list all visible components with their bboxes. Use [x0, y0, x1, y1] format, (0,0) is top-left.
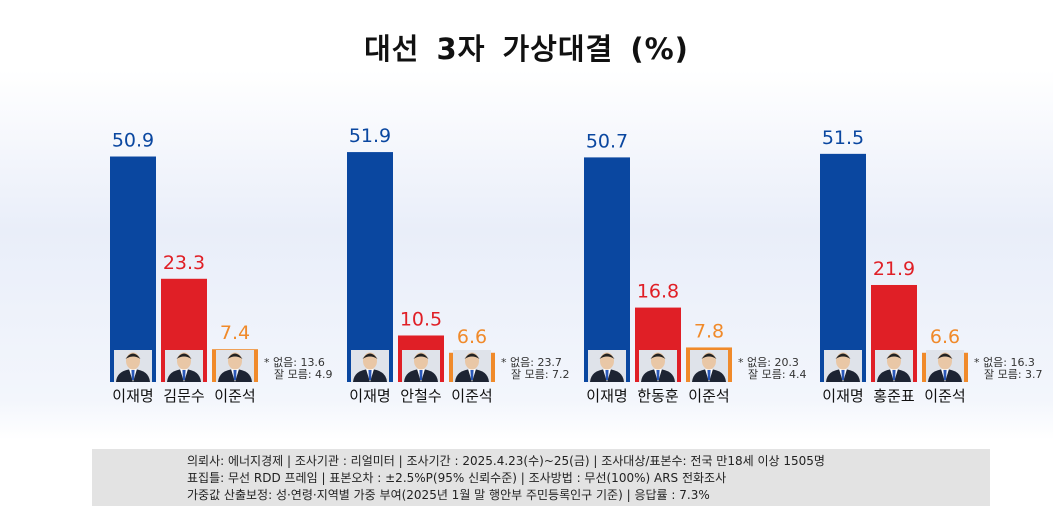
bar-value-label: 50.9 — [112, 130, 154, 152]
candidate-photo — [875, 350, 913, 382]
footer-line-3: 가중값 산출보정: 성·연령·지역별 가중 부여(2025년 1월 말 행안부 … — [187, 488, 710, 502]
portrait-hair — [464, 353, 480, 359]
candidate-photo — [926, 350, 964, 382]
candidate-photo — [351, 350, 389, 382]
note-none: * 없음: 23.7 — [501, 356, 562, 369]
portrait-hair — [176, 353, 192, 359]
bar-value-label: 23.3 — [163, 252, 205, 274]
note-dont-know: 잘 모름: 4.9 — [274, 368, 333, 381]
portrait-tie — [470, 370, 474, 380]
candidate-name: 이준석 — [924, 387, 965, 405]
footer-line-1: 의뢰사: 에너지경제 | 조사기관 : 리얼미터 | 조사기간 : 2025.4… — [187, 454, 825, 468]
candidate-name: 이준석 — [688, 387, 729, 405]
bar-1 — [820, 153, 866, 382]
portrait-hair — [650, 353, 666, 359]
portrait-tie — [707, 370, 711, 380]
candidate-name: 이준석 — [451, 387, 492, 405]
bar-value-label: 51.5 — [822, 127, 864, 149]
candidate-photo — [453, 350, 491, 382]
candidate-photo — [402, 350, 440, 382]
bar-value-label: 16.8 — [637, 281, 679, 303]
candidate-name: 이재명 — [349, 387, 390, 405]
candidate-name: 한동훈 — [637, 387, 678, 405]
bar-value-label: 7.4 — [220, 322, 250, 344]
portrait-hair — [937, 353, 953, 359]
bar-value-label: 21.9 — [873, 258, 915, 280]
candidate-photo — [114, 350, 152, 382]
candidate-name: 김문수 — [163, 387, 204, 405]
bar-group-2: 51.9 이재명 10.5 안철수 6.6 이준석 * 없음: 23.7잘 모름: 7.2 — [347, 125, 570, 405]
portrait-hair — [125, 353, 141, 359]
bar-value-label: 50.7 — [586, 130, 628, 152]
bar-value-label: 51.9 — [349, 125, 391, 147]
bar-value-label: 7.8 — [694, 320, 724, 342]
portrait-tie — [841, 370, 845, 380]
candidate-name: 이준석 — [214, 387, 255, 405]
bar-group-1: 50.9 이재명 23.3 김문수 7.4 이준석 * 없음: 13.6잘 모름: 4.9 — [110, 130, 333, 405]
survey-info-footer: 의뢰사: 에너지경제 | 조사기관 : 리얼미터 | 조사기간 : 2025.4… — [92, 449, 990, 506]
candidate-photo — [588, 350, 626, 382]
bar-1 — [347, 152, 393, 382]
note-dont-know: 잘 모름: 3.7 — [984, 368, 1043, 381]
bar-1 — [110, 156, 156, 382]
candidate-name: 이재명 — [112, 387, 153, 405]
candidate-photo — [639, 350, 677, 382]
portrait-hair — [701, 353, 717, 359]
note-none: * 없음: 16.3 — [974, 356, 1035, 369]
candidate-photo — [824, 350, 862, 382]
candidate-photo — [216, 350, 254, 382]
candidate-name: 이재명 — [586, 387, 627, 405]
portrait-tie — [943, 370, 947, 380]
bar-value-label: 6.6 — [457, 326, 487, 348]
portrait-tie — [419, 370, 423, 380]
bar-group-3: 50.7 이재명 16.8 한동훈 7.8 이준석 * 없음: 20.3잘 모름: 4.4 — [584, 130, 807, 405]
candidate-name: 이재명 — [822, 387, 863, 405]
portrait-tie — [892, 370, 896, 380]
bar-1 — [584, 157, 630, 382]
candidate-name: 홍준표 — [873, 387, 915, 405]
portrait-tie — [233, 370, 237, 380]
portrait-hair — [362, 353, 378, 359]
portrait-hair — [413, 353, 429, 359]
bar-value-label: 10.5 — [400, 308, 442, 330]
candidate-name: 안철수 — [400, 387, 441, 405]
portrait-tie — [656, 370, 660, 380]
portrait-tie — [131, 370, 135, 380]
note-none: * 없음: 13.6 — [264, 356, 325, 369]
chart-title: 대선 3자 가상대결 (%) — [364, 32, 689, 66]
portrait-tie — [605, 370, 609, 380]
note-none: * 없음: 20.3 — [738, 356, 799, 369]
footer-line-2: 표집틀: 무선 RDD 프레임 | 표본오차 : ±2.5%P(95% 신뢰수준… — [187, 471, 727, 485]
portrait-hair — [886, 353, 902, 359]
portrait-tie — [368, 370, 372, 380]
portrait-hair — [599, 353, 615, 359]
bar-value-label: 6.6 — [930, 326, 960, 348]
portrait-tie — [182, 370, 186, 380]
portrait-hair — [227, 353, 243, 359]
bar-group-4: 51.5 이재명 21.9 홍준표 6.6 이준석 * 없음: 16.3잘 모름: 3.7 — [820, 127, 1043, 405]
note-dont-know: 잘 모름: 7.2 — [511, 368, 570, 381]
candidate-photo — [690, 350, 728, 382]
portrait-hair — [835, 353, 851, 359]
candidate-photo — [165, 350, 203, 382]
note-dont-know: 잘 모름: 4.4 — [748, 368, 807, 381]
